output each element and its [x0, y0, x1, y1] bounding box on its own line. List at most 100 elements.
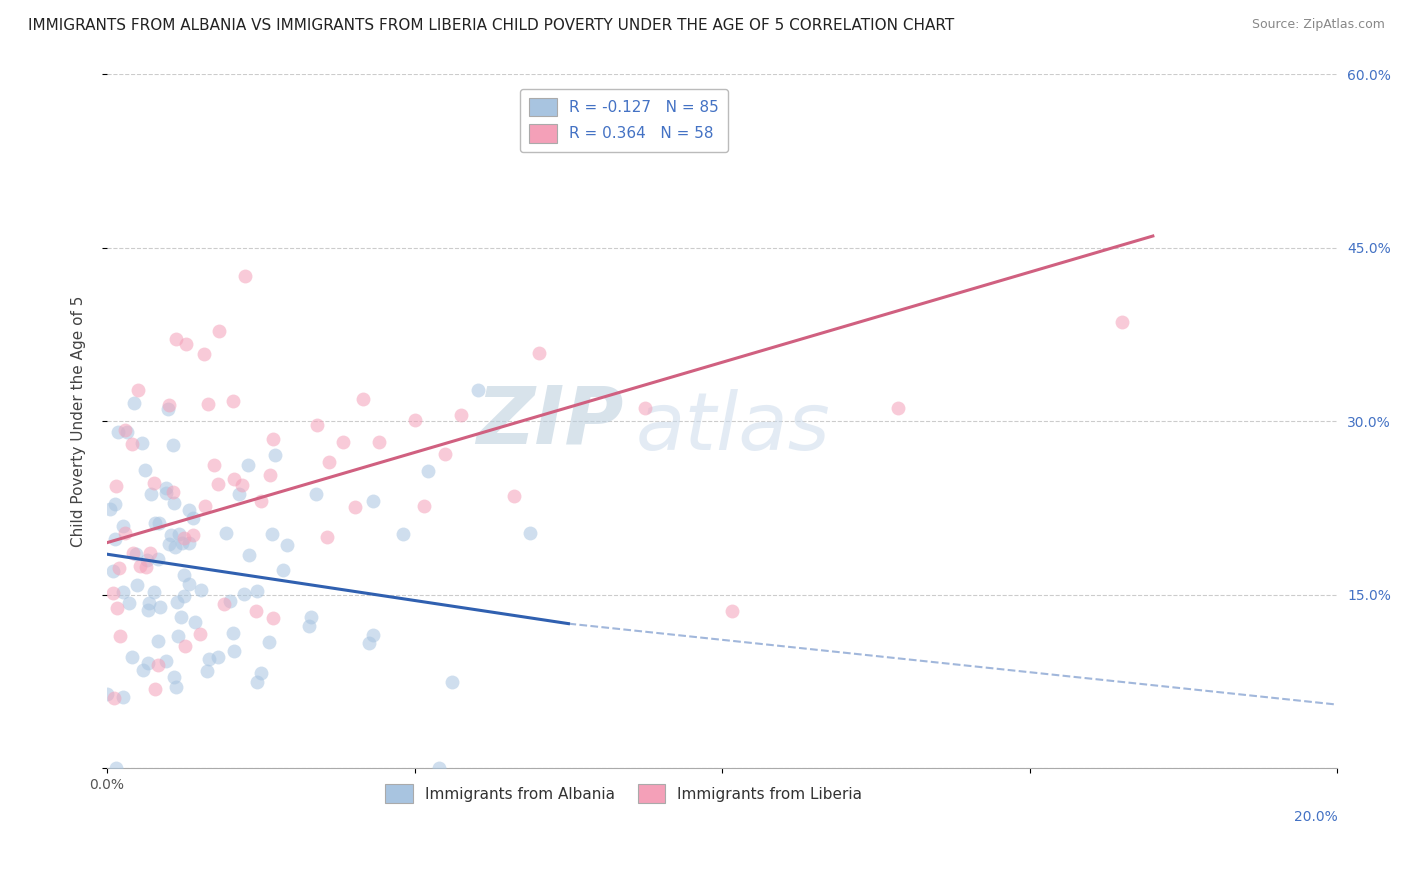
Point — [174, 640, 197, 654]
Point — [262, 527, 284, 541]
Point — [361, 493, 384, 508]
Point — [167, 629, 190, 643]
Point — [305, 487, 328, 501]
Point — [332, 434, 354, 449]
Point — [315, 530, 337, 544]
Point — [413, 500, 436, 514]
Point — [155, 481, 177, 495]
Point — [170, 536, 193, 550]
Point — [104, 497, 127, 511]
Point — [529, 346, 551, 360]
Point — [104, 532, 127, 546]
Point — [202, 458, 225, 472]
Point — [167, 527, 190, 541]
Point — [207, 650, 229, 665]
Point — [467, 383, 489, 397]
Point — [174, 337, 197, 351]
Text: IMMIGRANTS FROM ALBANIA VS IMMIGRANTS FROM LIBERIA CHILD POVERTY UNDER THE AGE O: IMMIGRANTS FROM ALBANIA VS IMMIGRANTS FR… — [28, 18, 955, 33]
Point — [157, 398, 180, 412]
Point — [163, 496, 186, 510]
Point — [263, 448, 285, 462]
Point — [138, 546, 160, 560]
Point — [142, 584, 165, 599]
Point — [142, 475, 165, 490]
Point — [162, 484, 184, 499]
Text: ZIP: ZIP — [477, 382, 624, 460]
Point — [155, 654, 177, 668]
Point — [190, 582, 212, 597]
Point — [887, 401, 910, 415]
Point — [156, 401, 179, 416]
Point — [165, 332, 187, 346]
Point — [297, 619, 319, 633]
Point — [146, 657, 169, 672]
Point — [173, 531, 195, 545]
Point — [103, 586, 125, 600]
Point — [262, 432, 284, 446]
Point — [195, 664, 218, 678]
Point — [148, 634, 170, 648]
Point — [231, 478, 253, 492]
Point — [111, 519, 134, 533]
Point — [134, 463, 156, 477]
Point — [143, 516, 166, 530]
Point — [125, 547, 148, 561]
Point — [238, 548, 260, 562]
Point — [96, 687, 118, 701]
Point — [162, 438, 184, 452]
Point — [361, 628, 384, 642]
Point — [139, 487, 162, 501]
Point — [249, 494, 271, 508]
Point — [228, 486, 250, 500]
Point — [165, 540, 187, 554]
Point — [179, 535, 201, 549]
Point — [450, 409, 472, 423]
Point — [131, 436, 153, 450]
Point — [188, 627, 211, 641]
Point — [155, 486, 177, 500]
Point — [344, 500, 367, 515]
Point — [121, 546, 143, 560]
Point — [104, 479, 127, 493]
Point — [163, 670, 186, 684]
Point — [257, 634, 280, 648]
Point — [193, 347, 215, 361]
Point — [165, 680, 187, 694]
Point — [118, 596, 141, 610]
Point — [181, 511, 204, 525]
Point — [177, 576, 200, 591]
Point — [108, 560, 131, 574]
Point — [129, 558, 152, 573]
Point — [433, 446, 456, 460]
Point — [271, 563, 294, 577]
Point — [111, 585, 134, 599]
Text: atlas: atlas — [636, 389, 831, 467]
Point — [246, 584, 269, 599]
Point — [233, 268, 256, 283]
Point — [143, 682, 166, 697]
Point — [232, 587, 254, 601]
Point — [103, 690, 125, 705]
Y-axis label: Child Poverty Under the Age of 5: Child Poverty Under the Age of 5 — [72, 295, 86, 547]
Point — [519, 526, 541, 541]
Point — [299, 610, 322, 624]
Point — [207, 476, 229, 491]
Text: Source: ZipAtlas.com: Source: ZipAtlas.com — [1251, 18, 1385, 31]
Legend: Immigrants from Albania, Immigrants from Liberia: Immigrants from Albania, Immigrants from… — [380, 779, 869, 809]
Point — [166, 595, 188, 609]
Point — [276, 537, 298, 551]
Point — [107, 425, 129, 439]
Point — [149, 599, 172, 614]
Point — [132, 663, 155, 677]
Point — [148, 516, 170, 530]
Point — [184, 615, 207, 629]
Point — [222, 626, 245, 640]
Point — [114, 423, 136, 437]
Point — [224, 644, 246, 658]
Point — [352, 392, 374, 407]
Point — [173, 568, 195, 582]
Point — [105, 600, 128, 615]
Point — [246, 674, 269, 689]
Point — [179, 503, 201, 517]
Point — [121, 436, 143, 450]
